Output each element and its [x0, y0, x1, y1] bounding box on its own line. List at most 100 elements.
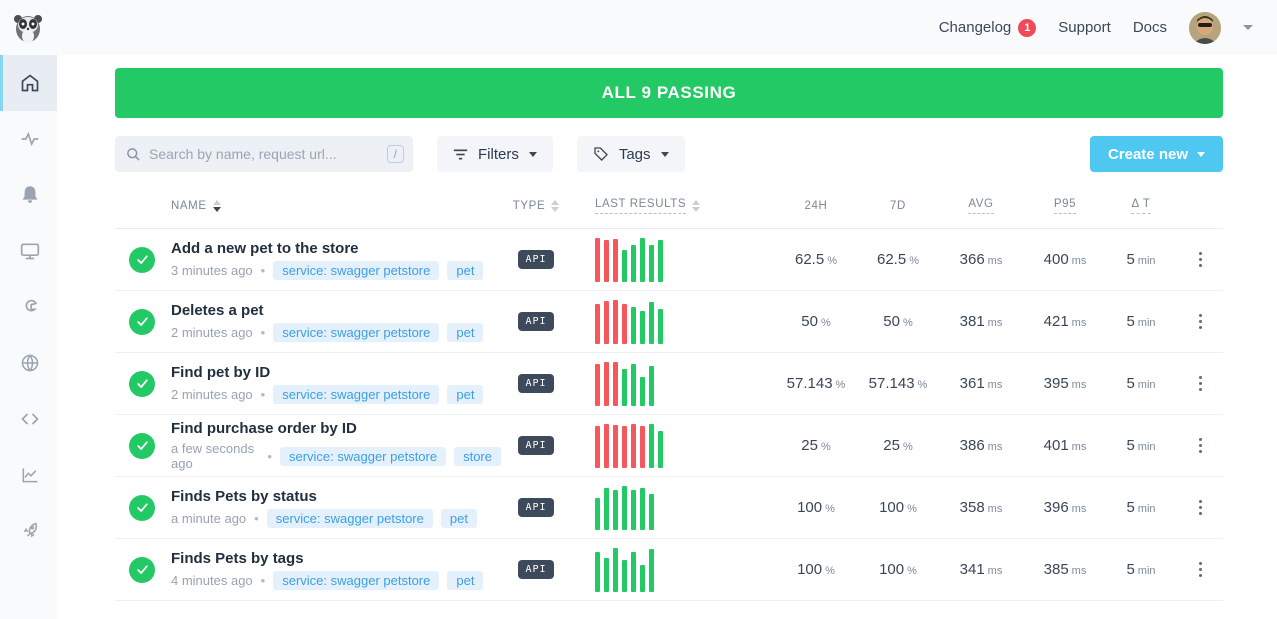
result-bar-fail[interactable] [613, 238, 618, 282]
check-name[interactable]: Add a new pet to the store [171, 239, 359, 257]
result-bar-fail[interactable] [640, 425, 645, 468]
tag-chip[interactable]: pet [447, 384, 484, 404]
result-bar-pass[interactable] [649, 493, 654, 530]
result-bar-fail[interactable] [595, 425, 600, 468]
tag-chip[interactable]: service: swagger petstore [273, 570, 440, 590]
result-bar-fail[interactable] [604, 423, 609, 468]
result-bar-fail[interactable] [604, 361, 609, 406]
check-name[interactable]: Deletes a pet [171, 301, 264, 319]
sidebar-item-analytics[interactable] [0, 447, 57, 503]
result-bar-fail[interactable] [604, 239, 609, 282]
user-avatar[interactable] [1189, 11, 1221, 44]
result-bar-pass[interactable] [649, 301, 654, 344]
app-logo[interactable] [12, 12, 44, 44]
tag-chip[interactable]: service: swagger petstore [279, 446, 447, 466]
result-bar-pass[interactable] [631, 306, 636, 344]
result-bar-pass[interactable] [631, 244, 636, 282]
result-bar-pass[interactable] [595, 497, 600, 530]
sidebar-item-locations[interactable] [0, 335, 57, 391]
table-row[interactable]: Find pet by ID 2 minutes ago • service: … [115, 353, 1223, 415]
column-header-avg[interactable]: AVG [937, 198, 1025, 214]
result-bar-pass[interactable] [604, 487, 609, 530]
result-bar-fail[interactable] [622, 303, 627, 344]
check-name[interactable]: Find purchase order by ID [171, 420, 357, 437]
sort-icon-type[interactable] [551, 200, 560, 212]
tag-chip[interactable]: service: swagger petstore [266, 508, 433, 528]
result-bar-fail[interactable] [595, 303, 600, 344]
check-name[interactable]: Finds Pets by tags [171, 549, 304, 567]
tag-chip[interactable]: service: swagger petstore [273, 322, 440, 342]
column-header-type[interactable]: TYPE [501, 200, 571, 212]
tag-chip[interactable]: pet [440, 508, 477, 528]
column-header-name[interactable]: NAME [171, 200, 501, 212]
table-row[interactable]: Deletes a pet 2 minutes ago • service: s… [115, 291, 1223, 353]
row-options-menu-button[interactable] [1198, 438, 1202, 453]
sidebar-item-activity[interactable] [0, 111, 57, 167]
result-bar-pass[interactable] [649, 365, 654, 406]
result-bar-fail[interactable] [622, 425, 627, 468]
tag-chip[interactable]: pet [447, 570, 484, 590]
result-bar-pass[interactable] [622, 368, 627, 406]
result-bar-pass[interactable] [622, 559, 627, 592]
row-options-menu-button[interactable] [1198, 376, 1202, 391]
result-bar-fail[interactable] [631, 423, 636, 468]
table-row[interactable]: Finds Pets by status a minute ago • serv… [115, 477, 1223, 539]
account-menu-caret[interactable] [1243, 25, 1253, 30]
result-bar-pass[interactable] [631, 489, 636, 530]
result-bar-pass[interactable] [649, 548, 654, 592]
table-row[interactable]: Find purchase order by ID a few seconds … [115, 415, 1223, 477]
sidebar-item-api[interactable] [0, 391, 57, 447]
support-link[interactable]: Support [1058, 19, 1111, 36]
result-bar-pass[interactable] [613, 489, 618, 530]
changelog-link[interactable]: Changelog 1 [939, 18, 1037, 37]
docs-link[interactable]: Docs [1133, 19, 1167, 36]
create-new-button[interactable]: Create new [1089, 136, 1223, 172]
result-bar-fail[interactable] [613, 361, 618, 406]
result-bar-pass[interactable] [631, 363, 636, 406]
result-bar-pass[interactable] [631, 551, 636, 592]
result-bar-pass[interactable] [640, 376, 645, 406]
sidebar-item-alerts[interactable] [0, 167, 57, 223]
check-name[interactable]: Finds Pets by status [171, 487, 317, 505]
tag-chip[interactable]: service: swagger petstore [273, 260, 440, 280]
result-bar-pass[interactable] [640, 237, 645, 282]
tag-chip[interactable]: store [454, 446, 501, 466]
result-bar-pass[interactable] [658, 239, 663, 282]
result-bar-pass[interactable] [640, 564, 645, 592]
search-box[interactable]: / [115, 136, 413, 172]
result-bar-fail[interactable] [613, 299, 618, 344]
result-bar-pass[interactable] [613, 547, 618, 592]
row-options-menu-button[interactable] [1198, 252, 1202, 267]
check-name[interactable]: Find pet by ID [171, 363, 271, 381]
sidebar-item-maintenance[interactable] [0, 279, 57, 335]
column-header-last-results[interactable]: LAST RESULTS [571, 198, 773, 214]
status-banner[interactable]: ALL 9 PASSING [115, 68, 1223, 118]
tag-chip[interactable]: pet [447, 322, 484, 342]
sidebar-item-dashboards[interactable] [0, 223, 57, 279]
table-row[interactable]: Finds Pets by tags 4 minutes ago • servi… [115, 539, 1223, 601]
result-bar-fail[interactable] [595, 237, 600, 282]
result-bar-fail[interactable] [613, 424, 618, 468]
result-bar-pass[interactable] [640, 310, 645, 344]
result-bar-fail[interactable] [604, 300, 609, 344]
result-bar-pass[interactable] [649, 244, 654, 282]
sidebar-item-home[interactable] [0, 55, 57, 111]
search-input[interactable] [149, 146, 379, 162]
result-bar-pass[interactable] [649, 423, 654, 468]
row-options-menu-button[interactable] [1198, 314, 1202, 329]
column-header-delta-t[interactable]: Δ T [1105, 198, 1177, 214]
tag-chip[interactable]: pet [447, 260, 484, 280]
result-bar-pass[interactable] [640, 487, 645, 530]
row-options-menu-button[interactable] [1198, 500, 1202, 515]
column-header-p95[interactable]: P95 [1025, 198, 1105, 214]
result-bar-pass[interactable] [622, 485, 627, 530]
result-bar-pass[interactable] [604, 557, 609, 592]
sidebar-item-quickstart[interactable] [0, 503, 57, 559]
sort-icon-last-results[interactable] [692, 200, 701, 212]
sort-icon-name[interactable] [212, 200, 221, 212]
result-bar-pass[interactable] [595, 551, 600, 592]
tag-chip[interactable]: service: swagger petstore [273, 384, 440, 404]
table-row[interactable]: Add a new pet to the store 3 minutes ago… [115, 229, 1223, 291]
tags-button[interactable]: Tags [576, 136, 685, 172]
result-bar-pass[interactable] [658, 308, 663, 344]
